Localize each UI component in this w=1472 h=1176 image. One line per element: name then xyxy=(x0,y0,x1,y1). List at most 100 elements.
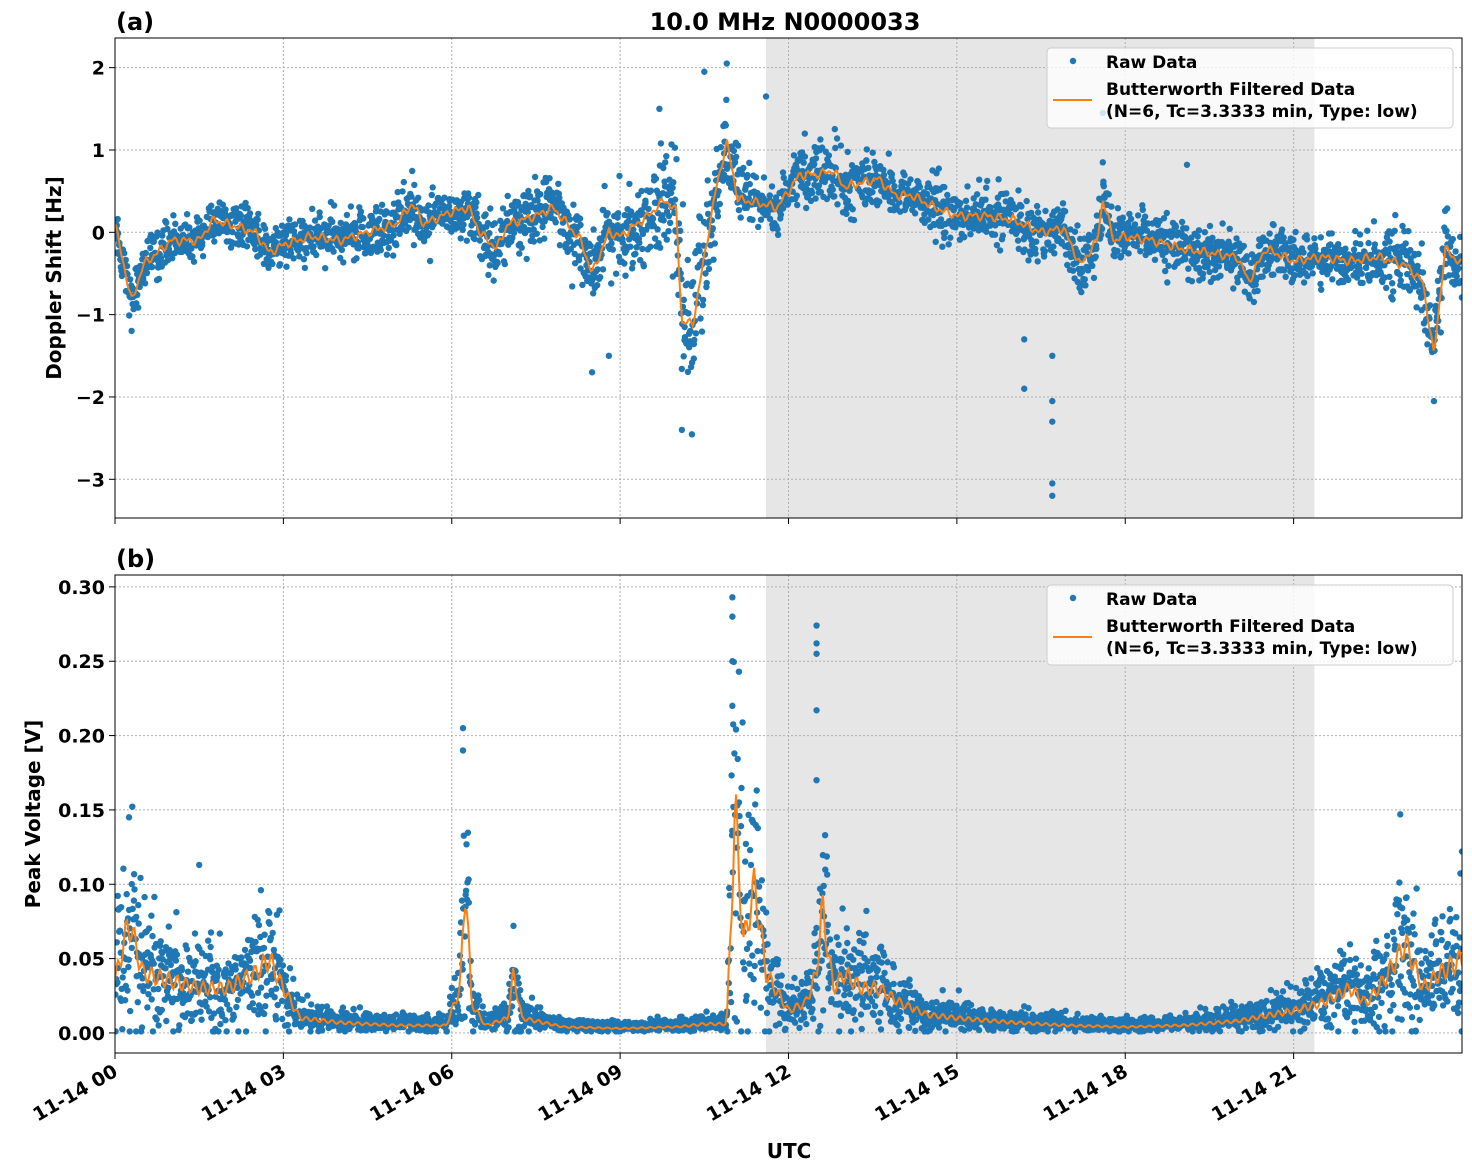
raw-data-point xyxy=(803,1021,809,1027)
raw-data-point xyxy=(208,203,214,209)
raw-data-point xyxy=(112,1028,118,1034)
raw-data-point xyxy=(1342,246,1348,252)
raw-data-point xyxy=(1049,480,1055,486)
raw-data-point xyxy=(735,756,741,762)
raw-data-point xyxy=(222,1017,228,1023)
raw-data-point xyxy=(154,1016,160,1022)
raw-data-point xyxy=(120,866,126,872)
raw-data-point xyxy=(173,957,179,963)
raw-data-point xyxy=(658,140,664,146)
raw-data-point xyxy=(317,214,323,220)
raw-data-point xyxy=(247,210,253,216)
raw-data-point xyxy=(144,1004,150,1010)
raw-data-point xyxy=(426,230,432,236)
raw-data-point xyxy=(429,192,435,198)
raw-data-point xyxy=(148,913,154,919)
raw-data-point xyxy=(517,987,523,993)
raw-data-point xyxy=(802,130,808,136)
raw-data-point xyxy=(803,205,809,211)
raw-data-point xyxy=(1301,279,1307,285)
raw-data-point xyxy=(746,160,752,166)
raw-data-point xyxy=(1128,216,1134,222)
raw-data-point xyxy=(492,220,498,226)
raw-data-point xyxy=(1310,270,1316,276)
raw-data-point xyxy=(1135,212,1141,218)
raw-data-point xyxy=(208,929,214,935)
raw-data-point xyxy=(474,215,480,221)
raw-data-point xyxy=(1196,227,1202,233)
raw-data-point xyxy=(701,69,707,75)
raw-data-point xyxy=(941,235,947,241)
raw-data-point xyxy=(255,211,261,217)
raw-data-point xyxy=(681,324,687,330)
raw-data-point xyxy=(482,211,488,217)
raw-data-point xyxy=(185,969,191,975)
raw-data-point xyxy=(936,165,942,171)
raw-data-point xyxy=(667,220,673,226)
raw-data-point xyxy=(143,250,149,256)
raw-data-point xyxy=(1142,213,1148,219)
raw-data-point xyxy=(1021,336,1027,342)
raw-data-point xyxy=(351,1006,357,1012)
raw-data-point xyxy=(302,265,308,271)
raw-data-point xyxy=(615,210,621,216)
raw-data-point xyxy=(706,266,712,272)
raw-data-point xyxy=(541,235,547,241)
raw-data-point xyxy=(122,997,128,1003)
raw-data-point xyxy=(1184,162,1190,168)
raw-data-point xyxy=(233,1004,239,1010)
raw-data-point xyxy=(693,330,699,336)
raw-data-point xyxy=(1183,225,1189,231)
raw-data-point xyxy=(627,244,633,250)
raw-data-point xyxy=(319,1027,325,1033)
raw-data-point xyxy=(608,240,614,246)
raw-data-point xyxy=(697,315,703,321)
raw-data-point xyxy=(124,891,130,897)
raw-data-point xyxy=(399,188,405,194)
raw-data-point xyxy=(747,181,753,187)
raw-data-point xyxy=(756,883,762,889)
raw-data-point xyxy=(553,219,559,225)
raw-data-point xyxy=(744,172,750,178)
raw-data-point xyxy=(151,894,157,900)
raw-data-point xyxy=(976,177,982,183)
raw-data-point xyxy=(1137,248,1143,254)
raw-data-point xyxy=(809,1006,815,1012)
raw-data-point xyxy=(249,992,255,998)
raw-data-point xyxy=(463,888,469,894)
raw-data-point xyxy=(1450,236,1456,242)
raw-data-point xyxy=(821,883,827,889)
raw-data-point xyxy=(777,982,783,988)
raw-data-point xyxy=(597,274,603,280)
y-tick-label: −2 xyxy=(76,387,105,409)
raw-data-point xyxy=(743,841,749,847)
raw-data-point xyxy=(261,1011,267,1017)
raw-data-point xyxy=(810,1016,816,1022)
raw-data-point xyxy=(679,366,685,372)
raw-data-point xyxy=(1115,205,1121,211)
raw-data-point xyxy=(133,914,139,920)
raw-data-point xyxy=(1405,228,1411,234)
raw-data-point xyxy=(654,226,660,232)
raw-data-point xyxy=(738,785,744,791)
raw-data-point xyxy=(158,938,164,944)
raw-data-point xyxy=(277,957,283,963)
raw-data-point xyxy=(250,1000,256,1006)
raw-data-point xyxy=(502,261,508,267)
raw-data-point xyxy=(537,191,543,197)
raw-data-point xyxy=(738,214,744,220)
raw-data-point xyxy=(1195,233,1201,239)
raw-data-point xyxy=(626,181,632,187)
raw-data-point xyxy=(601,183,607,189)
raw-data-point xyxy=(1000,233,1006,239)
raw-data-point xyxy=(809,190,815,196)
raw-data-point xyxy=(163,1018,169,1024)
raw-data-point xyxy=(290,255,296,261)
raw-data-point xyxy=(801,160,807,166)
raw-data-point xyxy=(184,946,190,952)
raw-data-point xyxy=(401,179,407,185)
raw-data-point xyxy=(690,279,696,285)
raw-data-point xyxy=(912,210,918,216)
raw-data-point xyxy=(622,273,628,279)
